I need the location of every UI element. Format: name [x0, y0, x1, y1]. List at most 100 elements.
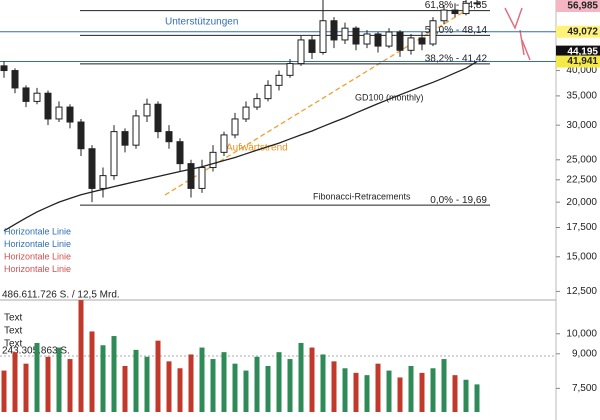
candle-body	[198, 167, 206, 189]
candle-body	[165, 131, 173, 143]
volume-bar	[78, 300, 84, 412]
candle-body	[176, 141, 184, 165]
y-tick-label: 30,000	[566, 120, 597, 131]
price-label: 41,941	[567, 56, 598, 67]
candle-body	[66, 106, 74, 123]
candle-body	[451, 9, 459, 15]
volume-bar	[210, 359, 216, 412]
volume-bar	[375, 363, 381, 412]
candle-body	[253, 98, 261, 108]
price-box	[556, 0, 600, 12]
y-tick-label: 25,000	[566, 154, 597, 165]
volume-bar	[474, 384, 480, 412]
volume-bar	[452, 375, 458, 412]
volume-bar	[397, 377, 403, 412]
volume-bar	[243, 370, 249, 412]
volume-bar	[100, 345, 106, 412]
candle-body	[77, 121, 85, 150]
volume-bar	[287, 359, 293, 412]
candle-body	[33, 92, 41, 102]
volume-bar	[23, 363, 29, 412]
price-box	[556, 55, 600, 68]
legend-entry: Horizontale Linie	[4, 239, 71, 249]
volume-tick-label: 486.611.726 S. / 12,5 Mrd.	[2, 290, 120, 301]
fib-label: 38,2% - 41,42	[425, 54, 488, 65]
support-label: Unterstützungen	[165, 17, 238, 28]
volume-bar	[254, 356, 260, 412]
volume-bar	[144, 356, 150, 412]
volume-bar	[419, 372, 425, 412]
y-tick-label: 20,000	[566, 197, 597, 208]
volume-bar	[166, 361, 172, 412]
candle-body	[264, 84, 272, 100]
volume-bar	[276, 352, 282, 412]
volume-bar	[298, 342, 304, 412]
candle-body	[429, 20, 437, 45]
candle-body	[231, 118, 239, 136]
volume-bar	[177, 368, 183, 412]
y-tick-label: 17,500	[566, 222, 597, 233]
volume-bar	[331, 361, 337, 412]
trend-label: Aufwärtstrend	[226, 143, 288, 154]
price-label: 56,985	[567, 1, 598, 12]
volume-text: Text	[4, 339, 23, 350]
y-tick-label: 9,000	[572, 348, 597, 359]
volume-bar	[12, 352, 18, 412]
legend-entry: Horizontale Linie	[4, 226, 71, 236]
candle-body	[121, 131, 129, 146]
volume-bar	[386, 370, 392, 412]
volume-bar	[430, 368, 436, 412]
candle-body	[319, 20, 327, 53]
y-tick-label: 15,000	[566, 251, 597, 262]
candle-body	[99, 175, 107, 189]
candle-body	[209, 151, 217, 169]
candle-body	[154, 103, 162, 133]
volume-bar	[221, 352, 227, 412]
candle-body	[110, 131, 118, 177]
volume-bar	[353, 372, 359, 412]
candle-body	[22, 87, 30, 102]
candle-body	[341, 27, 349, 41]
volume-bar	[188, 354, 194, 412]
volume-bar	[111, 336, 117, 412]
volume-bar	[320, 354, 326, 412]
arrow	[504, 7, 531, 61]
fib-title: Fibonacci-Retracements	[313, 191, 411, 201]
y-tick-label: 10,000	[566, 328, 597, 339]
volume-bar	[122, 365, 128, 412]
candle-body	[352, 27, 360, 45]
fib-label: 0,0% - 19,69	[430, 195, 487, 206]
volume-bar	[342, 368, 348, 412]
y-tick-label: 35,000	[566, 91, 597, 102]
y-tick-label: 7,500	[572, 383, 597, 394]
volume-bar	[67, 359, 73, 412]
candle-body	[143, 103, 151, 117]
volume-bar	[309, 347, 315, 412]
fib-label: 50,0% - 48,14	[425, 25, 488, 36]
price-label: 44,195	[567, 46, 598, 57]
candle-body	[462, 2, 470, 15]
volume-bar	[34, 342, 40, 412]
volume-bar	[1, 370, 7, 412]
candle-body	[55, 106, 63, 120]
volume-text: Text	[4, 326, 23, 337]
legend-entry: Horizontale Linie	[4, 251, 71, 261]
volume-bar	[364, 375, 370, 412]
candle-body	[44, 92, 52, 120]
y-tick-label: 12,500	[566, 286, 597, 297]
volume-bar	[89, 331, 95, 412]
price-label: 49,072	[567, 26, 598, 37]
y-tick-label: 40,000	[566, 65, 597, 76]
candle-body	[440, 9, 448, 22]
candle-body	[220, 134, 228, 153]
candle-body	[242, 106, 250, 120]
candle-body	[275, 74, 283, 86]
gd100-label: GD100 (monthly)	[355, 92, 424, 102]
candle-body	[418, 37, 426, 45]
candle-body	[132, 115, 140, 146]
candle-body	[385, 31, 393, 47]
candle-body	[308, 39, 316, 53]
candle-body	[286, 63, 294, 76]
candle-body	[187, 163, 195, 189]
